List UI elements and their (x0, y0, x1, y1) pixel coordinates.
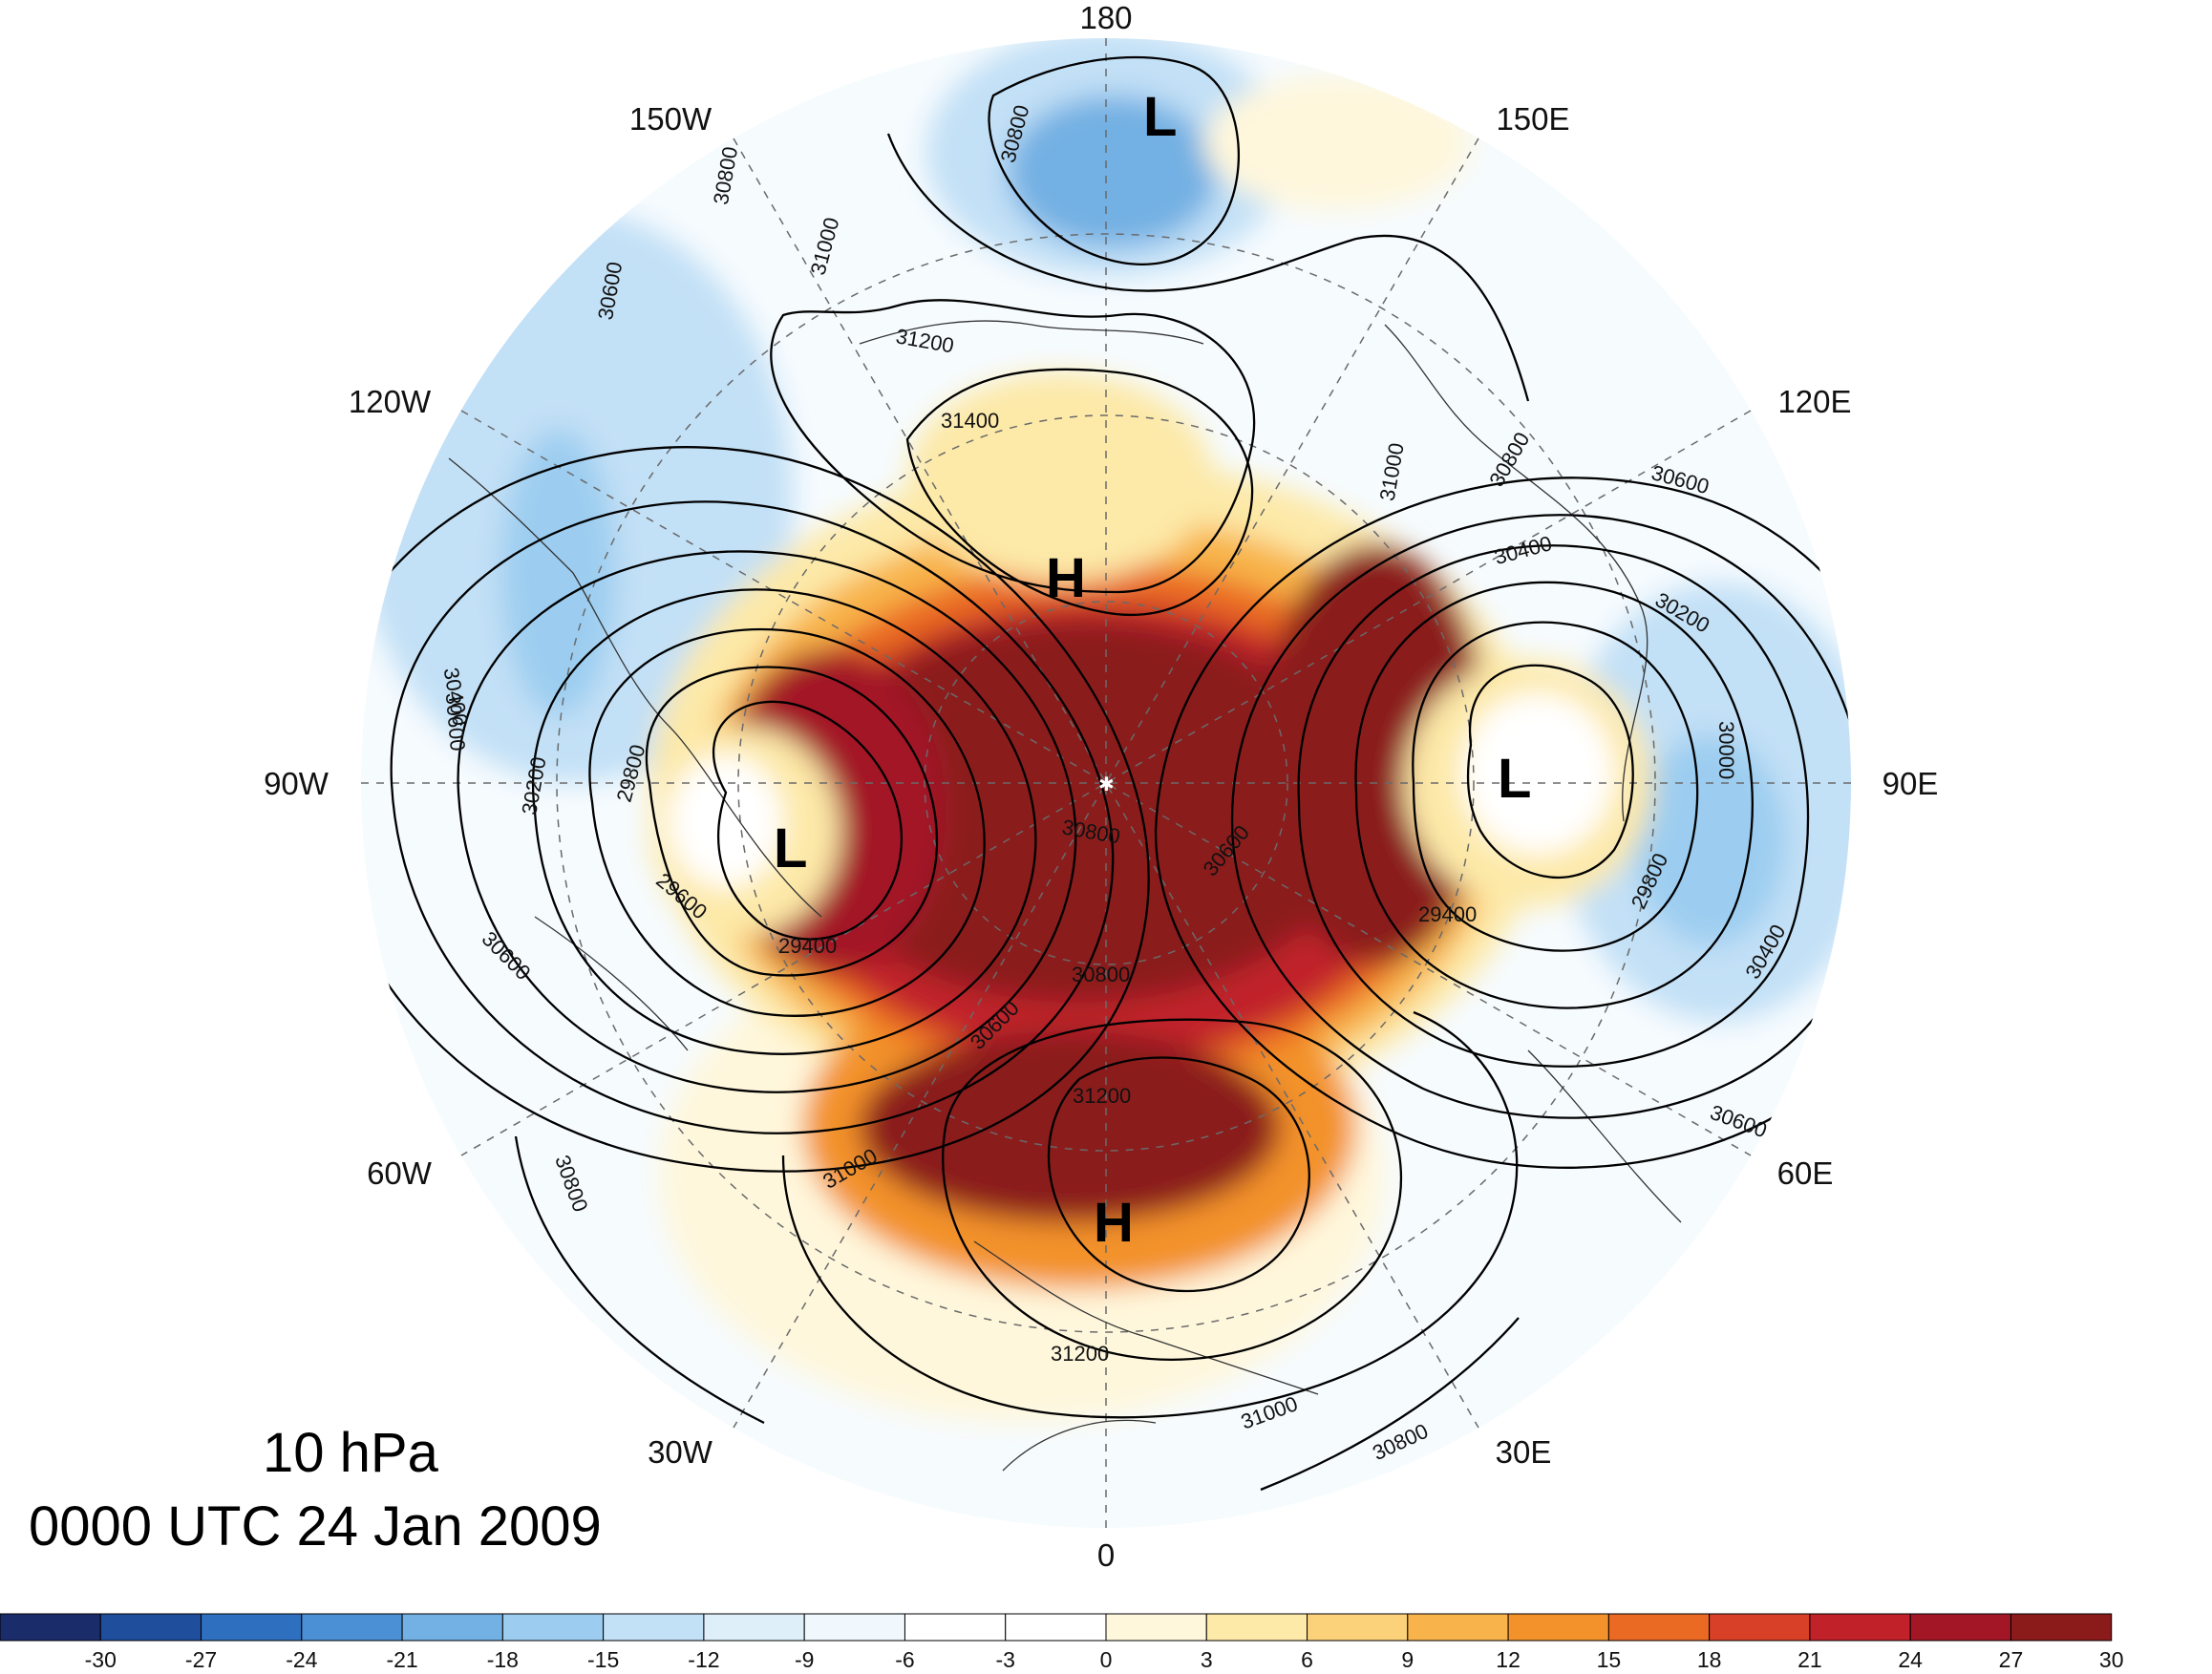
warm-anomaly-max (793, 621, 1366, 1003)
warm-anomaly-europe-max (860, 1031, 1280, 1222)
warm-anomaly-arctic (907, 372, 1213, 583)
colorbar-swatch (1909, 1613, 2011, 1642)
colorbar-swatch (1005, 1613, 1107, 1642)
lon-label-30w: 30W (648, 1434, 713, 1470)
anomaly-shading (361, 38, 1851, 1528)
pole-marker: ✱ (1098, 773, 1115, 795)
lon-label-150e: 150E (1496, 101, 1569, 137)
colorbar-tick-label: -21 (386, 1647, 417, 1672)
colorbar-swatch (0, 1613, 101, 1642)
level-title: 10 hPa (263, 1422, 438, 1484)
colorbar-tick-label: 0 (1100, 1647, 1113, 1672)
low-canada-mark: L (774, 817, 807, 879)
low-pacific-mark: L (1143, 86, 1177, 148)
colorbar-swatch (1307, 1613, 1409, 1642)
colorbar-tick-label: 21 (1797, 1647, 1822, 1672)
colorbar-tick-label: 9 (1401, 1647, 1414, 1672)
cold-anomaly-siberia-core (1633, 735, 1786, 945)
colorbar-swatch (703, 1613, 805, 1642)
lon-label-120w: 120W (349, 384, 432, 419)
lon-label-0: 0 (1097, 1537, 1115, 1573)
colorbar-swatch (1809, 1613, 1911, 1642)
colorbar-swatch (99, 1613, 202, 1642)
contour-label: 30000 (1714, 721, 1738, 779)
colorbar-swatch (603, 1613, 705, 1642)
contour-label: 30800 (1072, 963, 1130, 986)
colorbar-swatch (1507, 1613, 1609, 1642)
colorbar-tick-label: 12 (1496, 1647, 1521, 1672)
colorbar-swatch (1607, 1613, 1711, 1642)
colorbar-swatch (201, 1613, 303, 1642)
lon-label-120e: 120E (1777, 384, 1851, 419)
colorbar-swatch (2010, 1613, 2113, 1642)
warm-anomaly-north-pacific (1203, 76, 1471, 210)
colorbar-tick-label: 15 (1597, 1647, 1622, 1672)
pressure-centers: L H L L H (774, 86, 1531, 1254)
contour-label: 29400 (778, 934, 837, 958)
colorbar-tick-label: 18 (1697, 1647, 1722, 1672)
colorbar-swatch (803, 1613, 905, 1642)
low-siberia-mark: L (1498, 748, 1531, 810)
lon-label-90e: 90E (1882, 766, 1939, 801)
lon-label-90w: 90W (264, 766, 330, 801)
height-contours (361, 55, 1851, 1492)
graticule (361, 38, 1851, 1528)
colorbar-tick-label: -6 (895, 1647, 914, 1672)
lon-label-150w: 150W (629, 101, 713, 137)
colorbar-tick-label: 27 (1999, 1647, 2024, 1672)
colorbar-tick-label: -27 (185, 1647, 217, 1672)
colorbar-swatch (401, 1613, 503, 1642)
contour-label: 31200 (1051, 1342, 1109, 1366)
longitude-labels: 180 150E 120E 90E 60E 30E 0 30W 60W 90W … (264, 0, 1938, 1573)
high-europe-mark: H (1094, 1192, 1134, 1254)
colorbar-swatch (1709, 1613, 1811, 1642)
colorbar-tick-label: -12 (688, 1647, 719, 1672)
colorbar-swatch (1407, 1613, 1509, 1642)
colorbar-tick-label: 24 (1898, 1647, 1923, 1672)
low-siberia-core (1461, 692, 1614, 855)
colorbar-swatch (1205, 1613, 1308, 1642)
low-canada-core (669, 754, 783, 888)
colorbar-swatch (501, 1613, 605, 1642)
colorbar-swatch (904, 1613, 1007, 1642)
colorbar-tick-label: 6 (1301, 1647, 1313, 1672)
colorbar: -30 -27 -24 -21 -18 -15 -12 -9 -6 -3 0 3 6 9 12 15 18 21 2… (0, 1613, 2124, 1672)
contour-label: 29400 (1418, 902, 1477, 926)
colorbar-swatch (301, 1613, 403, 1642)
contour-label: 31200 (1073, 1084, 1131, 1108)
colorbar-tick-label: -30 (85, 1647, 117, 1672)
lon-label-30e: 30E (1496, 1434, 1552, 1470)
contour-label: 30600 (441, 691, 470, 752)
colorbar-swatch (1105, 1613, 1207, 1642)
cold-anomaly-pacific-core (1008, 95, 1218, 248)
lon-label-60e: 60E (1777, 1155, 1834, 1191)
colorbar-tick-label: -9 (795, 1647, 814, 1672)
colorbar-tick-label: -18 (487, 1647, 519, 1672)
colorbar-tick-label: 3 (1201, 1647, 1213, 1672)
coastlines (448, 320, 1682, 1472)
lon-label-60w: 60W (367, 1155, 433, 1191)
colorbar-tick-label: -3 (996, 1647, 1015, 1672)
lon-label-180: 180 (1079, 0, 1132, 35)
high-arctic-mark: H (1046, 547, 1086, 609)
colorbar-tick-label: -24 (286, 1647, 317, 1672)
colorbar-tick-label: 30 (2099, 1647, 2124, 1672)
cold-anomaly-canada-core (501, 430, 616, 716)
colorbar-tick-label: -15 (587, 1647, 619, 1672)
contour-label: 31400 (941, 409, 999, 433)
time-title: 0000 UTC 24 Jan 2009 (29, 1495, 602, 1557)
